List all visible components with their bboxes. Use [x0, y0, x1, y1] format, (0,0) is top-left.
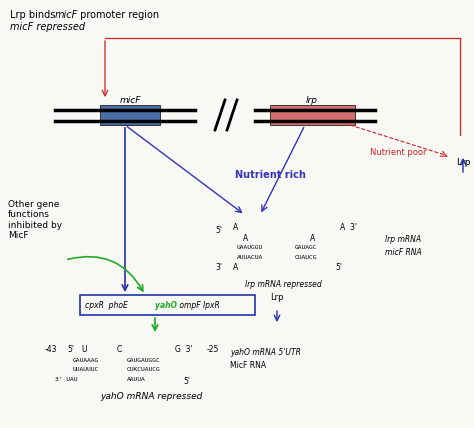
Text: UAAUGGU: UAAUGGU — [237, 245, 263, 250]
Text: A: A — [310, 234, 315, 243]
Text: A: A — [243, 234, 248, 243]
Text: A  3': A 3' — [340, 223, 357, 232]
Text: cpxR  phoE: cpxR phoE — [85, 300, 128, 309]
Text: CUKCUAUCG: CUKCUAUCG — [127, 367, 161, 372]
Text: 3': 3' — [215, 262, 222, 271]
Text: 5': 5' — [215, 226, 222, 235]
Text: GAUAAAG: GAUAAAG — [73, 358, 99, 363]
Text: A: A — [233, 223, 238, 232]
Text: GAUAGC: GAUAGC — [295, 245, 318, 250]
Text: UUAUUUC: UUAUUUC — [73, 367, 99, 372]
Text: micF repressed: micF repressed — [10, 22, 85, 32]
Text: MicF RNA: MicF RNA — [230, 361, 266, 370]
Text: yahO: yahO — [155, 300, 177, 309]
Text: CUAUCG: CUAUCG — [295, 255, 318, 260]
Text: Nutrient rich: Nutrient rich — [235, 170, 306, 180]
Text: 5': 5' — [335, 262, 342, 271]
Text: -25: -25 — [207, 345, 219, 354]
Text: lrp: lrp — [306, 96, 318, 105]
Text: lrp mRNA repressed: lrp mRNA repressed — [245, 280, 322, 289]
Text: Lrp: Lrp — [270, 293, 283, 302]
Text: C: C — [117, 345, 122, 354]
Text: 3' UAU: 3' UAU — [55, 377, 78, 382]
Text: micF RNA: micF RNA — [385, 248, 422, 257]
Text: 5': 5' — [67, 345, 74, 354]
Text: Other gene
functions
inhibited by
MicF: Other gene functions inhibited by MicF — [8, 200, 62, 240]
Text: AAUUA: AAUUA — [127, 377, 146, 382]
Text: yahO mRNA repressed: yahO mRNA repressed — [100, 392, 202, 401]
Text: A: A — [233, 262, 238, 271]
Text: U: U — [81, 345, 86, 354]
Text: promoter region: promoter region — [77, 10, 159, 20]
Text: Nutrient poor: Nutrient poor — [370, 148, 427, 157]
Text: ompF lpxR: ompF lpxR — [177, 300, 220, 309]
Text: Lrp: Lrp — [456, 158, 471, 166]
Text: GAUGAUGGC: GAUGAUGGC — [127, 358, 161, 363]
Text: -43: -43 — [45, 345, 57, 354]
Text: AUUACUA: AUUACUA — [237, 255, 263, 260]
Text: micF: micF — [55, 10, 78, 20]
Text: Lrp binds: Lrp binds — [10, 10, 58, 20]
Text: micF: micF — [119, 96, 141, 105]
Bar — [100, 105, 160, 125]
Bar — [270, 105, 355, 125]
Text: yahO mRNA 5'UTR: yahO mRNA 5'UTR — [230, 348, 301, 357]
Bar — [80, 295, 255, 315]
Text: 5': 5' — [183, 377, 190, 386]
Text: lrp mRNA: lrp mRNA — [385, 235, 421, 244]
Text: G  3': G 3' — [175, 345, 192, 354]
